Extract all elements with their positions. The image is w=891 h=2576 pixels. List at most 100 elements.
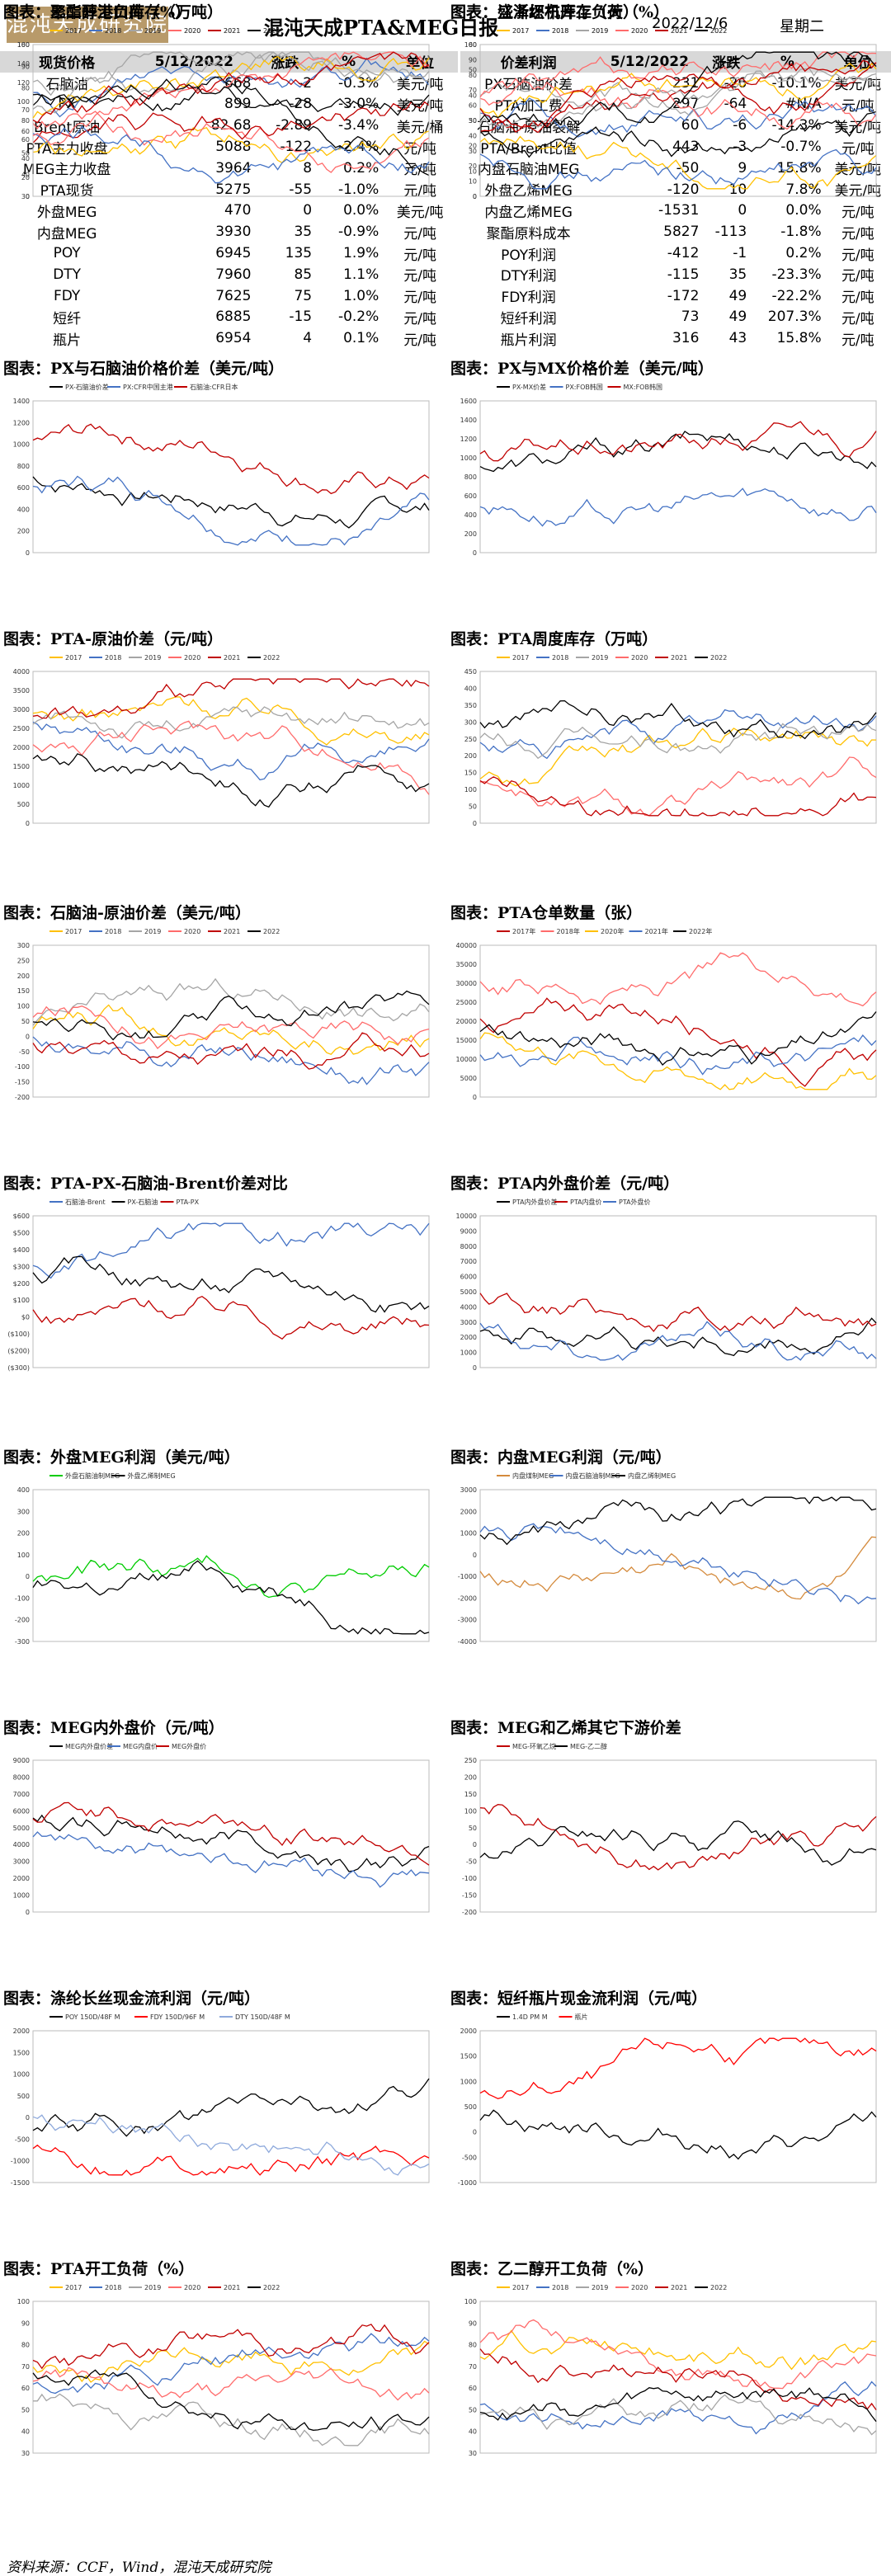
y-tick-label: 20 bbox=[469, 143, 477, 150]
y-tick-label: 0 bbox=[473, 1841, 477, 1848]
y-tick-label: 2000 bbox=[460, 1334, 477, 1341]
table-cell: -3 bbox=[733, 139, 747, 156]
y-tick-label: 40000 bbox=[456, 942, 477, 949]
y-tick-label: 30 bbox=[469, 2450, 477, 2457]
y-tick-label: 3000 bbox=[460, 1319, 477, 1326]
chart-title: 图表：乙二醇港口库存（万吨） bbox=[3, 3, 224, 21]
table-cell: 元/吨 bbox=[841, 332, 874, 349]
y-tick-label: 0 bbox=[473, 2129, 477, 2136]
legend-entry: 2018 bbox=[105, 928, 121, 935]
y-tick-label: 5000 bbox=[13, 1825, 30, 1832]
chart-c13: 图表：涤纶长丝现金流利润（元/吨） POY 150D/48F M FDY 150D/… bbox=[0, 1986, 446, 2197]
chart-plot: MEG内外盘价差 MEG内盘价 MEG外盘价 9000 8000 7000 6000 5000… bbox=[13, 1742, 430, 1916]
y-tick-label: -200 bbox=[15, 1094, 30, 1101]
legend-entry: PTA外盘价 bbox=[619, 1198, 651, 1206]
table-cell: 元/吨 bbox=[841, 247, 874, 264]
table-cell: 470 bbox=[224, 202, 252, 219]
plot-frame bbox=[32, 944, 430, 1098]
y-tick-label: 0 bbox=[26, 1573, 30, 1580]
chart-plot: 2017 2018 2019 2020 2021 2022 100 90 80 70 60 50 40 3… bbox=[464, 2284, 877, 2457]
series-line bbox=[32, 1801, 430, 1866]
y-tick-label: 5000 bbox=[460, 1075, 477, 1082]
legend-entry: 2019 bbox=[144, 928, 161, 935]
series-line bbox=[32, 55, 430, 119]
table-cell: POY利润 bbox=[501, 247, 557, 264]
y-tick-label: 60 bbox=[469, 41, 477, 49]
y-tick-label: 8000 bbox=[460, 1243, 477, 1250]
y-tick-label: 60 bbox=[21, 136, 30, 144]
table-header-cell: 5/12/2022 bbox=[596, 51, 703, 73]
plot-frame bbox=[479, 1489, 877, 1642]
legend-entry: PTA-PX bbox=[177, 1199, 200, 1206]
y-tick-label: 50 bbox=[469, 803, 477, 811]
y-tick-label: 7000 bbox=[460, 1258, 477, 1265]
y-tick-label: 140 bbox=[17, 60, 30, 68]
series-line bbox=[32, 753, 430, 808]
y-tick-label: 50 bbox=[469, 117, 477, 125]
chart-plot: PTA内外盘价差 PTA内盘价 PTA外盘价10000900080007000600… bbox=[456, 1198, 877, 1372]
y-tick-label: 0 bbox=[473, 820, 477, 827]
table-cell: 5275 bbox=[215, 181, 252, 198]
table-cell: 10 bbox=[728, 181, 747, 198]
series-line bbox=[479, 1011, 877, 1066]
series-line bbox=[479, 2381, 877, 2435]
series-line bbox=[32, 706, 430, 739]
chart-c11: 图表：MEG内外盘价（元/吨） MEG内外盘价差 MEG内盘价 MEG外盘价 9000 8… bbox=[0, 1716, 446, 1926]
y-tick-label: 80 bbox=[21, 117, 30, 125]
series-line bbox=[32, 2369, 430, 2432]
table-cell: 元/吨 bbox=[403, 332, 436, 349]
chart-plot: MEG-环氧乙烷 MEG-乙二醇 250 200 150 100 50 0 -50 -100 -15… bbox=[462, 1742, 877, 1916]
table-cell: -0.9% bbox=[337, 224, 380, 241]
y-tick-label: 40 bbox=[21, 172, 30, 179]
series-line bbox=[479, 431, 877, 473]
table-row: 内盘MEG 3930 35 -0.9% 元/吨 bbox=[0, 221, 458, 243]
y-tick-label: 100 bbox=[17, 1552, 30, 1559]
table-cell: 8 bbox=[303, 159, 313, 177]
y-tick-label: 500 bbox=[17, 2093, 30, 2100]
y-tick-label: 400 bbox=[464, 511, 477, 519]
chart-plot: 2017 2018 2019 2020 2021 2022 4000 3500 3000 2500… bbox=[13, 654, 430, 827]
table-cell: FDY bbox=[53, 287, 81, 304]
y-tick-label: 450 bbox=[464, 668, 477, 676]
legend-entry: 2020 bbox=[184, 27, 200, 35]
series-line bbox=[479, 1804, 877, 1871]
table-cell: 75 bbox=[294, 287, 313, 304]
y-tick-label: 1600 bbox=[460, 398, 477, 405]
series-line bbox=[479, 51, 877, 130]
plot-frame bbox=[479, 400, 877, 553]
chart-c20: 图表：盛泽坯布库存（天） 2017 2018 2019 2020 2021 2022 60 50… bbox=[447, 0, 891, 210]
legend-entry: 2018 bbox=[552, 654, 568, 662]
chart-c7: 图表：PTA-PX-石脑油-Brent价差对比石脑油-Brent PX-石脑油 PT… bbox=[0, 1171, 446, 1382]
table-row: 瓶片 6954 4 0.1% 元/吨 bbox=[0, 327, 458, 349]
legend-entry: 2018 bbox=[105, 2284, 121, 2291]
series-line bbox=[32, 990, 430, 1041]
chart-title: 图表：PTA-原油价差（元/吨） bbox=[3, 630, 223, 648]
legend-entry: 2017 bbox=[65, 27, 82, 35]
y-tick-label: 150 bbox=[464, 770, 477, 777]
legend-entry: 2017 bbox=[512, 27, 529, 35]
plot-frame bbox=[32, 2301, 430, 2454]
legend-entry: 2017 bbox=[512, 2284, 529, 2291]
y-tick-label: 1000 bbox=[460, 2078, 477, 2085]
y-tick-label: 200 bbox=[464, 530, 477, 538]
y-tick-label: $500 bbox=[13, 1229, 30, 1236]
table-cell: 外盘MEG bbox=[36, 204, 97, 221]
table-cell: 元/吨 bbox=[841, 310, 874, 327]
legend-entry: FDY 150D/96F M bbox=[150, 2013, 205, 2021]
chart-title: 图表：PTA-PX-石脑油-Brent价差对比 bbox=[3, 1175, 288, 1193]
chart-title: 图表：外盘MEG利润（美元/吨） bbox=[3, 1448, 240, 1467]
table-cell: -412 bbox=[667, 245, 700, 262]
table-cell: 元/吨 bbox=[403, 140, 436, 158]
y-tick-label: 90 bbox=[21, 63, 30, 70]
y-tick-label: 0 bbox=[26, 1909, 30, 1916]
y-tick-label: 25000 bbox=[456, 999, 477, 1006]
table-cell: -1531 bbox=[658, 202, 700, 219]
table-row: DTY 7960 85 1.1% 元/吨 bbox=[0, 264, 458, 285]
table-cell: 35 bbox=[294, 224, 313, 241]
chart-plot: 石脑油-Brent PX-石脑油 PTA-PX $600 $500 $400 $300 $20… bbox=[7, 1198, 430, 1372]
y-tick-label: 500 bbox=[17, 801, 30, 808]
y-tick-label: 1500 bbox=[13, 763, 30, 770]
table-header-cell: 现货价格 bbox=[0, 51, 134, 73]
series-line bbox=[32, 1831, 430, 1888]
y-tick-label: 60 bbox=[469, 2385, 477, 2392]
